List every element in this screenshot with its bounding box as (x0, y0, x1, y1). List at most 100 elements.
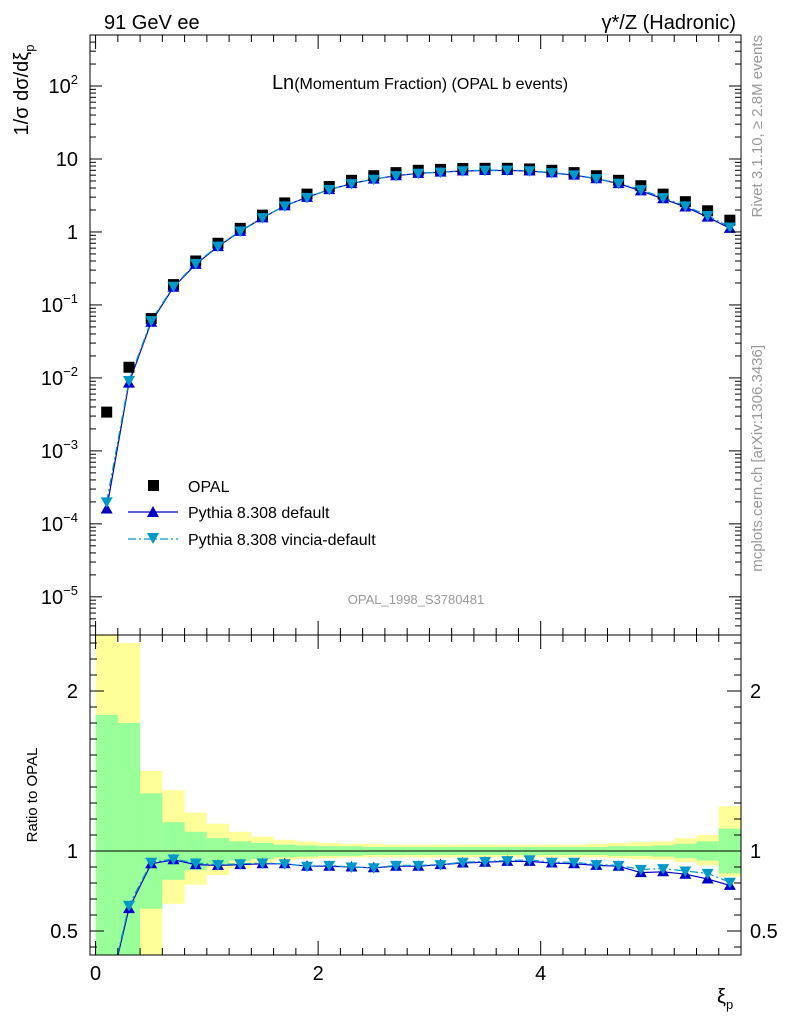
ratio-y-tick-label: 2 (67, 681, 78, 703)
ratio-point-vincia (634, 864, 647, 876)
analysis-id: OPAL_1998_S3780481 (348, 592, 484, 607)
ratio-point-vincia (657, 864, 670, 875)
main-point-vincia (367, 174, 380, 186)
main-point-vincia (189, 258, 202, 270)
main-y-tick-label: 10 (56, 149, 78, 171)
main-point-vincia (100, 497, 113, 508)
mcplots-label: mcplots.cern.ch [arXiv:1306.3436] (749, 345, 766, 572)
ratio-point-vincia (434, 860, 447, 871)
main-point-vincia (122, 376, 135, 387)
ratio-point-vincia (501, 856, 514, 867)
x-tick-label: 2 (313, 963, 324, 985)
main-y-tick-label: 10−4 (41, 510, 78, 536)
main-y-tick-label: 10−1 (41, 291, 78, 317)
main-point-vincia (145, 316, 158, 327)
legend-marker-opal (148, 480, 159, 491)
main-point-vincia (634, 185, 647, 196)
main-y-tick-label: 10−5 (41, 583, 78, 609)
x-tick-label: 4 (535, 963, 546, 985)
main-point-vincia (657, 193, 670, 204)
main-series-layer (100, 162, 736, 514)
main-y-tick-label-base: 10 (41, 587, 63, 609)
rivet-label: Rivet 3.1.10, ≥ 2.8M events (749, 35, 766, 218)
main-point-opal (123, 361, 135, 373)
x-axis-label: ξp (717, 986, 733, 1012)
main-point-vincia (723, 222, 736, 233)
main-point-vincia (211, 241, 224, 253)
main-point-opal (101, 406, 113, 418)
main-point-vincia (568, 170, 581, 181)
main-point-vincia (456, 166, 469, 177)
main-point-vincia (390, 171, 403, 182)
main-point-vincia (590, 174, 603, 185)
main-y-tick-label-exp: −5 (63, 583, 78, 598)
ratio-point-vincia (456, 857, 469, 869)
ratio-point-vincia (412, 860, 425, 872)
main-point-vincia (323, 184, 336, 196)
ratio-point-vincia (211, 860, 224, 871)
main-y-tick-label: 10−3 (41, 437, 78, 463)
ratio-point-vincia (612, 860, 625, 872)
main-title-prefix: Ln (272, 72, 294, 94)
ratio-point-vincia (323, 860, 336, 872)
main-point-vincia (501, 165, 514, 177)
main-point-opal (724, 214, 736, 226)
ratio-y-tick-label-right: 2 (750, 681, 761, 703)
ratio-point-vincia (167, 854, 180, 865)
main-y-tick-label-exp: −3 (63, 437, 78, 452)
ratio-point-vincia (568, 857, 581, 869)
ratio-series-layer (116, 853, 736, 955)
ratio-y-tick-label: 1 (67, 841, 78, 863)
main-point-vincia (256, 213, 269, 224)
main-y-tick-label-exp: −4 (63, 510, 78, 525)
main-point-opal (702, 205, 714, 217)
ratio-point-vincia (701, 868, 714, 880)
main-point-vincia (301, 192, 313, 204)
main-y-tick-label-exp: −2 (63, 364, 78, 379)
main-series-line-1 (106, 169, 731, 510)
main-y-tick-label: 10−2 (41, 364, 78, 390)
ratio-point-vincia (523, 855, 536, 866)
ratio-point-vincia (479, 856, 492, 868)
ratio-plot-frame (89, 634, 742, 956)
ratio-point-vincia (345, 862, 358, 873)
main-y-tick-label-exp: −1 (63, 291, 78, 306)
ratio-y-axis-label: Ratio to OPAL (24, 748, 41, 843)
legend-marker-default (147, 506, 159, 517)
main-point-vincia (167, 281, 180, 293)
main-series-line-2 (106, 169, 731, 503)
main-point-vincia (545, 168, 558, 179)
ratio-y-tick-label: 0.5 (50, 921, 78, 943)
main-point-vincia (412, 168, 425, 180)
ratio-point-vincia (679, 866, 692, 877)
main-y-tick-label-exp: 2 (71, 72, 78, 87)
main-title: Ln(Momentum Fraction) (OPAL b events) (272, 72, 568, 94)
ratio-bands-layer (95, 635, 741, 955)
main-y-tick-label: 1 (67, 222, 78, 244)
ratio-point-vincia (723, 877, 736, 889)
main-point-vincia (234, 226, 247, 238)
main-point-vincia (679, 201, 692, 212)
main-title-rest: (Momentum Fraction) (OPAL b events) (294, 76, 568, 93)
header-left: 91 GeV ee (104, 12, 200, 34)
ratio-point-vincia (122, 900, 135, 912)
main-point-vincia (612, 178, 625, 190)
header-right: γ*/Z (Hadronic) (602, 12, 736, 34)
main-y-tick-label-base: 10 (41, 514, 63, 536)
legend-label-vincia: Pythia 8.308 vincia-default (188, 532, 376, 549)
ratio-y-tick-label-right: 1 (750, 841, 761, 863)
ratio-point-vincia (234, 859, 247, 870)
ratio-point-vincia (278, 859, 291, 870)
ratio-band-inner (95, 715, 118, 955)
ratio-point-vincia (390, 860, 403, 872)
x-tick-label: 0 (90, 963, 101, 985)
main-y-axis-label: 1/σ dσ/dξp (11, 45, 37, 136)
ratio-axes: 0.5 0.5 1 1 2 2 0 2 4 (50, 635, 778, 985)
main-point-vincia (434, 167, 447, 179)
main-point-vincia (345, 179, 358, 190)
legend-label-opal: OPAL (188, 479, 230, 496)
main-y-tick-label-base: 10 (49, 76, 71, 98)
main-y-tick-label-base: 10 (41, 368, 63, 390)
ratio-point-vincia (145, 857, 158, 869)
